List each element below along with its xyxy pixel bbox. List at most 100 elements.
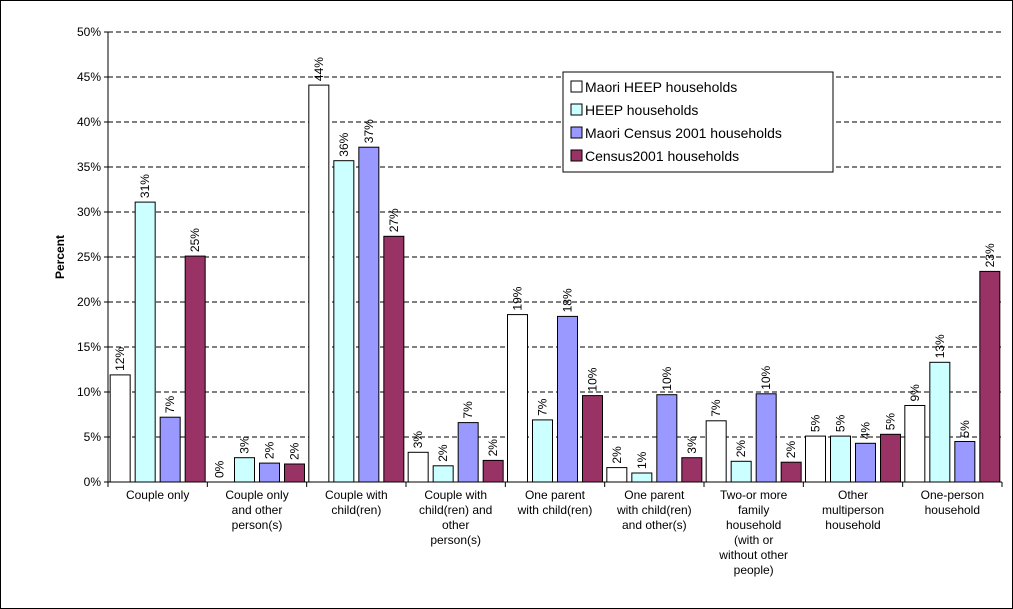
- bar: [904, 405, 926, 483]
- data-label: 36%: [337, 132, 351, 156]
- y-tick-label: 20%: [77, 295, 101, 309]
- legend-swatch: [570, 126, 583, 139]
- data-label: 2%: [784, 441, 798, 459]
- y-tick-label: 35%: [77, 160, 101, 174]
- bar: [134, 201, 156, 483]
- bar: [681, 457, 703, 483]
- bar: [259, 462, 280, 483]
- legend-label: Maori HEEP households: [585, 79, 737, 95]
- y-axis-label: Percent: [53, 235, 67, 279]
- legend-label: HEEP households: [585, 102, 698, 118]
- data-label: 10%: [759, 365, 773, 389]
- legend-swatch: [570, 103, 583, 116]
- x-category-label: Couple with child(ren) and other person(s): [419, 488, 492, 547]
- bar: [755, 393, 777, 483]
- x-category-label: One parent with child(ren) and other(s): [616, 488, 692, 532]
- data-label: 5%: [809, 414, 823, 432]
- y-tick-label: 15%: [77, 340, 101, 354]
- data-label: 10%: [660, 366, 674, 390]
- bar: [631, 472, 653, 483]
- data-label: 27%: [387, 208, 401, 232]
- y-tick-label: 5%: [84, 430, 102, 444]
- bar: [457, 422, 479, 483]
- data-label: 23%: [983, 243, 997, 267]
- bar: [159, 416, 181, 483]
- bar: [333, 160, 355, 483]
- data-label: 3%: [411, 431, 425, 449]
- bar: [656, 394, 678, 483]
- bar: [606, 467, 628, 483]
- bar: [780, 461, 802, 483]
- data-label: 5%: [834, 414, 848, 432]
- data-label: 4%: [859, 422, 873, 440]
- bar: [880, 433, 901, 483]
- data-label: 31%: [138, 174, 152, 198]
- bar: [979, 270, 1001, 483]
- bar: [507, 314, 528, 483]
- data-label: 3%: [238, 436, 252, 454]
- bar: [557, 315, 578, 483]
- data-label: 5%: [958, 420, 972, 438]
- bar: [830, 435, 851, 483]
- y-tick-label: 40%: [77, 115, 101, 129]
- data-label: 18%: [561, 288, 575, 312]
- y-tick-label: 30%: [77, 205, 101, 219]
- bar: [929, 361, 951, 483]
- data-label: 7%: [709, 399, 723, 417]
- data-label: 7%: [536, 398, 550, 416]
- bar: [705, 420, 727, 483]
- bar: [730, 460, 752, 483]
- data-label: 9%: [908, 384, 922, 402]
- data-label: 2%: [610, 446, 624, 464]
- data-label: 3%: [685, 436, 699, 454]
- bar: [532, 419, 553, 483]
- y-tick-label: 0%: [84, 475, 102, 489]
- bar: [432, 465, 454, 483]
- x-category-label: One parent with child(ren): [517, 488, 593, 517]
- x-category-label: Couple only and other person(s): [225, 488, 288, 532]
- data-label: 37%: [362, 119, 376, 143]
- bar: [358, 146, 380, 483]
- bar: [954, 441, 976, 483]
- data-label: 13%: [933, 334, 947, 358]
- legend-label: Maori Census 2001 households: [585, 125, 782, 141]
- bar: [109, 374, 131, 483]
- y-tick-label: 10%: [77, 385, 101, 399]
- bar: [582, 395, 603, 483]
- x-category-label: Two-or more family household (with or withou…: [718, 488, 788, 577]
- bar: [482, 459, 504, 483]
- data-label: 25%: [188, 228, 202, 252]
- data-label: 5%: [884, 413, 898, 431]
- bar: [407, 451, 429, 483]
- bar: [308, 84, 330, 483]
- bar: [383, 235, 405, 483]
- x-category-label: Couple only: [126, 488, 189, 502]
- legend-swatch: [570, 80, 583, 93]
- data-label: 1%: [635, 451, 649, 469]
- data-label: 10%: [586, 367, 600, 391]
- data-label: 2%: [734, 440, 748, 458]
- legend-swatch: [570, 149, 583, 162]
- y-tick-label: 50%: [77, 25, 101, 39]
- legend-label: Census2001 households: [585, 148, 739, 164]
- bar: [234, 457, 255, 483]
- data-label: 12%: [113, 347, 127, 371]
- bar: [805, 435, 826, 483]
- x-category-label: Other multiperson household: [822, 488, 884, 532]
- data-label: 2%: [288, 442, 302, 460]
- x-category-label: One-person household: [921, 488, 984, 517]
- legend-box: [562, 71, 834, 173]
- bar: [184, 255, 206, 483]
- y-tick-label: 25%: [77, 250, 101, 264]
- data-label: 44%: [312, 57, 326, 81]
- data-label: 19%: [511, 286, 525, 310]
- y-tick-label: 45%: [77, 70, 101, 84]
- data-label: 2%: [486, 439, 500, 457]
- bar: [284, 463, 305, 483]
- data-label: 0%: [213, 460, 227, 478]
- data-label: 7%: [461, 401, 475, 419]
- data-label: 2%: [263, 441, 277, 459]
- x-category-label: Couple with child(ren): [325, 488, 388, 517]
- data-label: 2%: [436, 444, 450, 462]
